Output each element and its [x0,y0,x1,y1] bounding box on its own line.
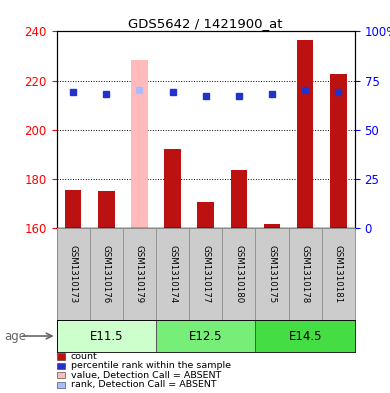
Text: GSM1310176: GSM1310176 [102,245,111,303]
Text: E11.5: E11.5 [90,329,123,343]
Bar [164,149,181,228]
Text: GSM1310174: GSM1310174 [168,245,177,303]
Bar [255,228,289,320]
Bar [131,60,148,228]
Text: GSM1310178: GSM1310178 [301,245,310,303]
Bar [264,224,280,228]
Bar [222,228,255,320]
Bar [156,228,189,320]
Text: GSM1310179: GSM1310179 [135,245,144,303]
Text: count: count [71,352,98,361]
Text: GSM1310177: GSM1310177 [201,245,210,303]
Bar [189,228,222,320]
Text: GSM1310180: GSM1310180 [234,245,243,303]
Text: GSM1310173: GSM1310173 [69,245,78,303]
Title: GDS5642 / 1421900_at: GDS5642 / 1421900_at [128,17,283,30]
Text: GSM1310181: GSM1310181 [334,245,343,303]
Text: value, Detection Call = ABSENT: value, Detection Call = ABSENT [71,371,221,380]
Bar [98,191,115,228]
Bar [123,228,156,320]
Text: GSM1310175: GSM1310175 [268,245,277,303]
Bar [330,74,347,228]
Bar [57,228,90,320]
Bar [90,228,123,320]
Bar [57,320,156,352]
Bar [289,228,322,320]
Bar [255,320,355,352]
Bar [322,228,355,320]
Text: age: age [4,329,26,343]
Text: percentile rank within the sample: percentile rank within the sample [71,362,231,370]
Text: rank, Detection Call = ABSENT: rank, Detection Call = ABSENT [71,380,216,389]
Bar [197,202,214,228]
Bar [230,170,247,228]
Bar [65,190,82,228]
Bar [297,40,314,228]
Text: E12.5: E12.5 [189,329,222,343]
Text: E14.5: E14.5 [289,329,322,343]
Bar [156,320,255,352]
